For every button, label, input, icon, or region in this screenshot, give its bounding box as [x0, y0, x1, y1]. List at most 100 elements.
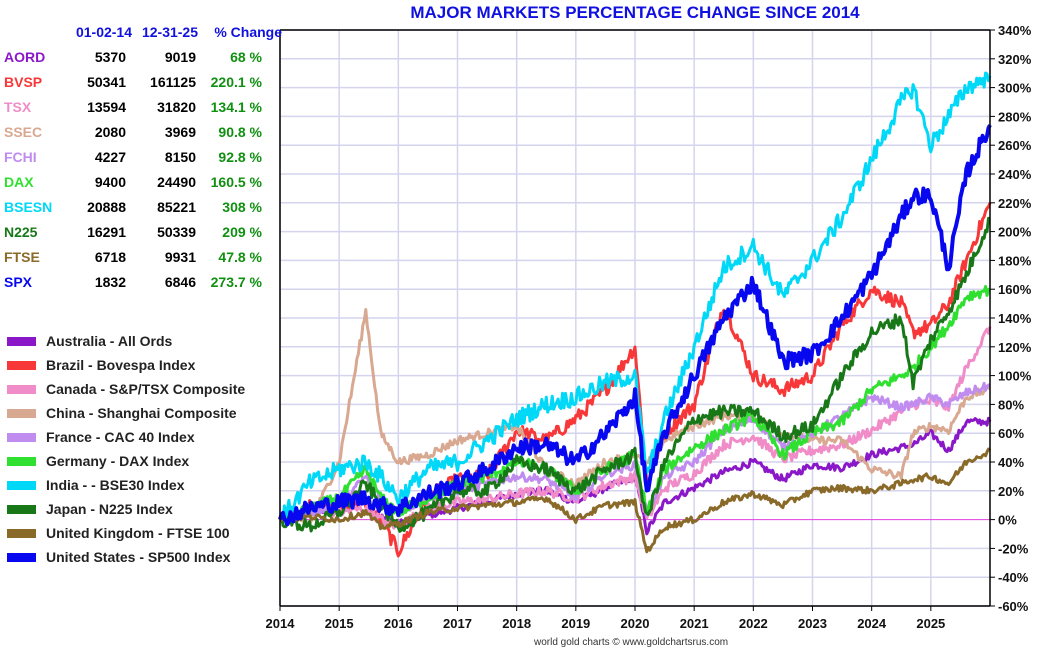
legend-item: France - CAC 40 Index — [7, 425, 245, 449]
y-tick-label: 220% — [998, 196, 1032, 211]
summary-start-value: 20888 — [87, 199, 126, 215]
footer-credit: world gold charts © www.goldchartsrus.co… — [534, 637, 729, 648]
summary-end-value: 8150 — [164, 149, 196, 165]
series-lines — [278, 71, 992, 558]
summary-symbol: FCHI — [4, 149, 37, 165]
summary-row: SSEC 2080 3969 90.8 % — [4, 124, 284, 149]
series-line-n225 — [278, 216, 991, 533]
summary-start-value: 13594 — [87, 99, 126, 115]
x-tick-label: 2016 — [384, 616, 413, 631]
summary-symbol: AORD — [4, 49, 46, 65]
x-tick-label: 2018 — [502, 616, 531, 631]
series-line-ftse — [279, 447, 992, 554]
x-tick-label: 2024 — [857, 616, 887, 631]
legend-swatch — [7, 360, 36, 370]
y-tick-label: 80% — [998, 397, 1024, 412]
legend-swatch — [7, 384, 36, 394]
summary-symbol: SSEC — [4, 124, 43, 140]
summary-pct-change: 160.5 % — [210, 174, 262, 190]
y-tick-label: 320% — [998, 52, 1032, 67]
y-tick-label: 180% — [998, 253, 1032, 268]
summary-row: SPX 1832 6846 273.7 % — [4, 274, 284, 299]
header-start-date: 01-02-14 — [75, 24, 132, 40]
y-tick-label: 160% — [998, 282, 1032, 297]
x-tick-label: 2022 — [739, 616, 768, 631]
summary-end-value: 85221 — [157, 199, 196, 215]
legend-item: Germany - DAX Index — [7, 449, 245, 473]
y-tick-label: 200% — [998, 225, 1032, 240]
summary-start-value: 6718 — [94, 249, 126, 265]
summary-pct-change: 273.7 % — [210, 274, 262, 290]
legend-item: Japan - N225 Index — [7, 497, 245, 521]
y-tick-label: -60% — [998, 599, 1029, 614]
legend-swatch — [7, 528, 36, 538]
summary-symbol: BVSP — [4, 74, 43, 90]
y-tick-label: -20% — [998, 541, 1029, 556]
y-tick-label: 260% — [998, 138, 1032, 153]
legend: Australia - All Ords Brazil - Bovespa Ind… — [7, 329, 245, 569]
series-line-spx — [278, 124, 992, 527]
summary-start-value: 50341 — [87, 74, 126, 90]
x-tick-label: 2021 — [680, 616, 709, 631]
summary-rows: AORD 5370 9019 68 % BVSP 50341 161125 220.1 % TS… — [4, 49, 284, 299]
y-tick-label: -40% — [998, 570, 1029, 585]
header-end-date: 12-31-25 — [141, 24, 198, 40]
summary-header-row: 01-02-14 12-31-25 % Change — [4, 24, 284, 49]
x-tick-label: 2017 — [443, 616, 472, 631]
y-tick-label: 100% — [998, 369, 1032, 384]
legend-swatch — [7, 480, 36, 490]
summary-start-value: 16291 — [87, 224, 126, 240]
y-tick-label: 240% — [998, 167, 1032, 182]
summary-symbol: DAX — [4, 174, 34, 190]
legend-item: Brazil - Bovespa Index — [7, 353, 245, 377]
axes: 340% 320% 300% 280% 260% 240% 220% 200% 180% 160%… — [266, 23, 1032, 631]
summary-row: BVSP 50341 161125 220.1 % — [4, 74, 284, 99]
legend-label: Japan - N225 Index — [46, 501, 173, 517]
x-tick-label: 2020 — [621, 616, 650, 631]
summary-symbol: FTSE — [4, 249, 40, 265]
legend-item: India - - BSE30 Index — [7, 473, 245, 497]
summary-start-value: 2080 — [94, 124, 126, 140]
summary-start-value: 5370 — [94, 49, 126, 65]
y-tick-label: 20% — [998, 484, 1024, 499]
summary-row: AORD 5370 9019 68 % — [4, 49, 284, 74]
y-tick-label: 340% — [998, 23, 1032, 38]
summary-row: N225 16291 50339 209 % — [4, 224, 284, 249]
summary-end-value: 6846 — [164, 274, 196, 290]
legend-item: China - Shanghai Composite — [7, 401, 245, 425]
legend-label: United States - SP500 Index — [46, 549, 231, 565]
y-tick-label: 60% — [998, 426, 1024, 441]
legend-swatch — [7, 504, 36, 514]
y-tick-label: 40% — [998, 455, 1024, 470]
summary-end-value: 9019 — [164, 49, 196, 65]
summary-end-value: 9931 — [164, 249, 196, 265]
summary-row: DAX 9400 24490 160.5 % — [4, 174, 284, 199]
legend-label: United Kingdom - FTSE 100 — [46, 525, 230, 541]
header-pct-change: % Change — [214, 24, 282, 40]
y-tick-label: 0% — [998, 513, 1017, 528]
summary-table: 01-02-14 12-31-25 % Change AORD 5370 9019 6… — [4, 24, 284, 299]
summary-pct-change: 308 % — [222, 199, 262, 215]
summary-end-value: 3969 — [164, 124, 196, 140]
x-tick-label: 2014 — [266, 616, 296, 631]
summary-start-value: 1832 — [94, 274, 126, 290]
summary-row: BSESN 20888 85221 308 % — [4, 199, 284, 224]
summary-symbol: SPX — [4, 274, 33, 290]
summary-pct-change: 134.1 % — [210, 99, 262, 115]
legend-item: Australia - All Ords — [7, 329, 245, 353]
summary-pct-change: 47.8 % — [218, 249, 262, 265]
series-line-bvsp — [279, 202, 992, 558]
y-tick-label: 120% — [998, 340, 1032, 355]
summary-row: FTSE 6718 9931 47.8 % — [4, 249, 284, 274]
summary-start-value: 9400 — [94, 174, 126, 190]
legend-label: India - - BSE30 Index — [46, 477, 185, 493]
summary-end-value: 24490 — [157, 174, 196, 190]
y-tick-label: 280% — [998, 109, 1032, 124]
legend-item: United States - SP500 Index — [7, 545, 245, 569]
summary-start-value: 4227 — [94, 149, 126, 165]
legend-swatch — [7, 408, 36, 418]
summary-symbol: N225 — [4, 224, 38, 240]
legend-item: Canada - S&P/TSX Composite — [7, 377, 245, 401]
legend-swatch — [7, 336, 36, 346]
